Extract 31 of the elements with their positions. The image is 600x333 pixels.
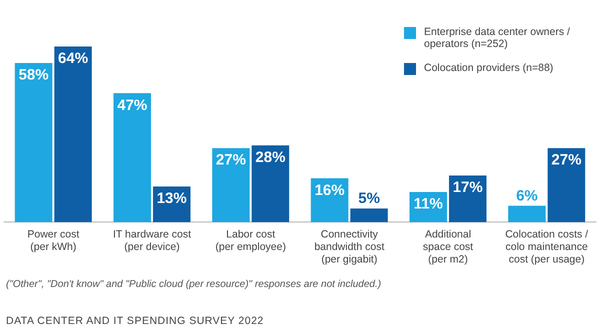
x-tick-label: Power cost (per kWh) — [27, 228, 80, 253]
data-label: 58% — [18, 66, 49, 84]
x-tick-label: IT hardware cost (per device) — [112, 228, 192, 253]
x-tick-label: Labor cost (per employee) — [215, 228, 286, 253]
text: ("Other", "Don't know" and "Public cloud (per resource)" responses are not included.) — [6, 279, 382, 290]
data-label: 27% — [551, 152, 582, 169]
data-label: 17% — [452, 179, 483, 196]
bar — [14, 62, 52, 222]
data-label: 47% — [117, 96, 148, 114]
data-label: 11% — [414, 196, 443, 213]
x-tick-label: Connectivity bandwidth cost (per gigabit) — [314, 228, 384, 266]
data-label: 13% — [156, 190, 187, 208]
data-label: 16% — [314, 182, 345, 199]
data-label: 64% — [58, 50, 88, 68]
data-label: 6% — [516, 187, 538, 204]
bar — [448, 176, 486, 222]
x-tick-label: Colocation costs / colo maintenance cost (per usage) — [505, 228, 588, 266]
bar — [54, 46, 92, 222]
data-label: 5% — [358, 190, 380, 208]
x-tick-label: Additional space cost (per m2) — [422, 228, 474, 266]
bar — [548, 148, 586, 222]
bar — [252, 145, 290, 222]
data-label: 28% — [255, 148, 286, 166]
text: DATA CENTER AND IT SPENDING SURVEY 2022 — [6, 315, 264, 327]
legend-label: Enterprise data center owners / operators (n=252) — [424, 26, 571, 50]
bar — [212, 148, 250, 222]
data-label: 27% — [216, 152, 246, 169]
bar — [350, 208, 388, 222]
legend-label: Colocation providers (n=88) — [424, 62, 554, 74]
bar — [508, 206, 546, 222]
bar — [114, 93, 152, 222]
